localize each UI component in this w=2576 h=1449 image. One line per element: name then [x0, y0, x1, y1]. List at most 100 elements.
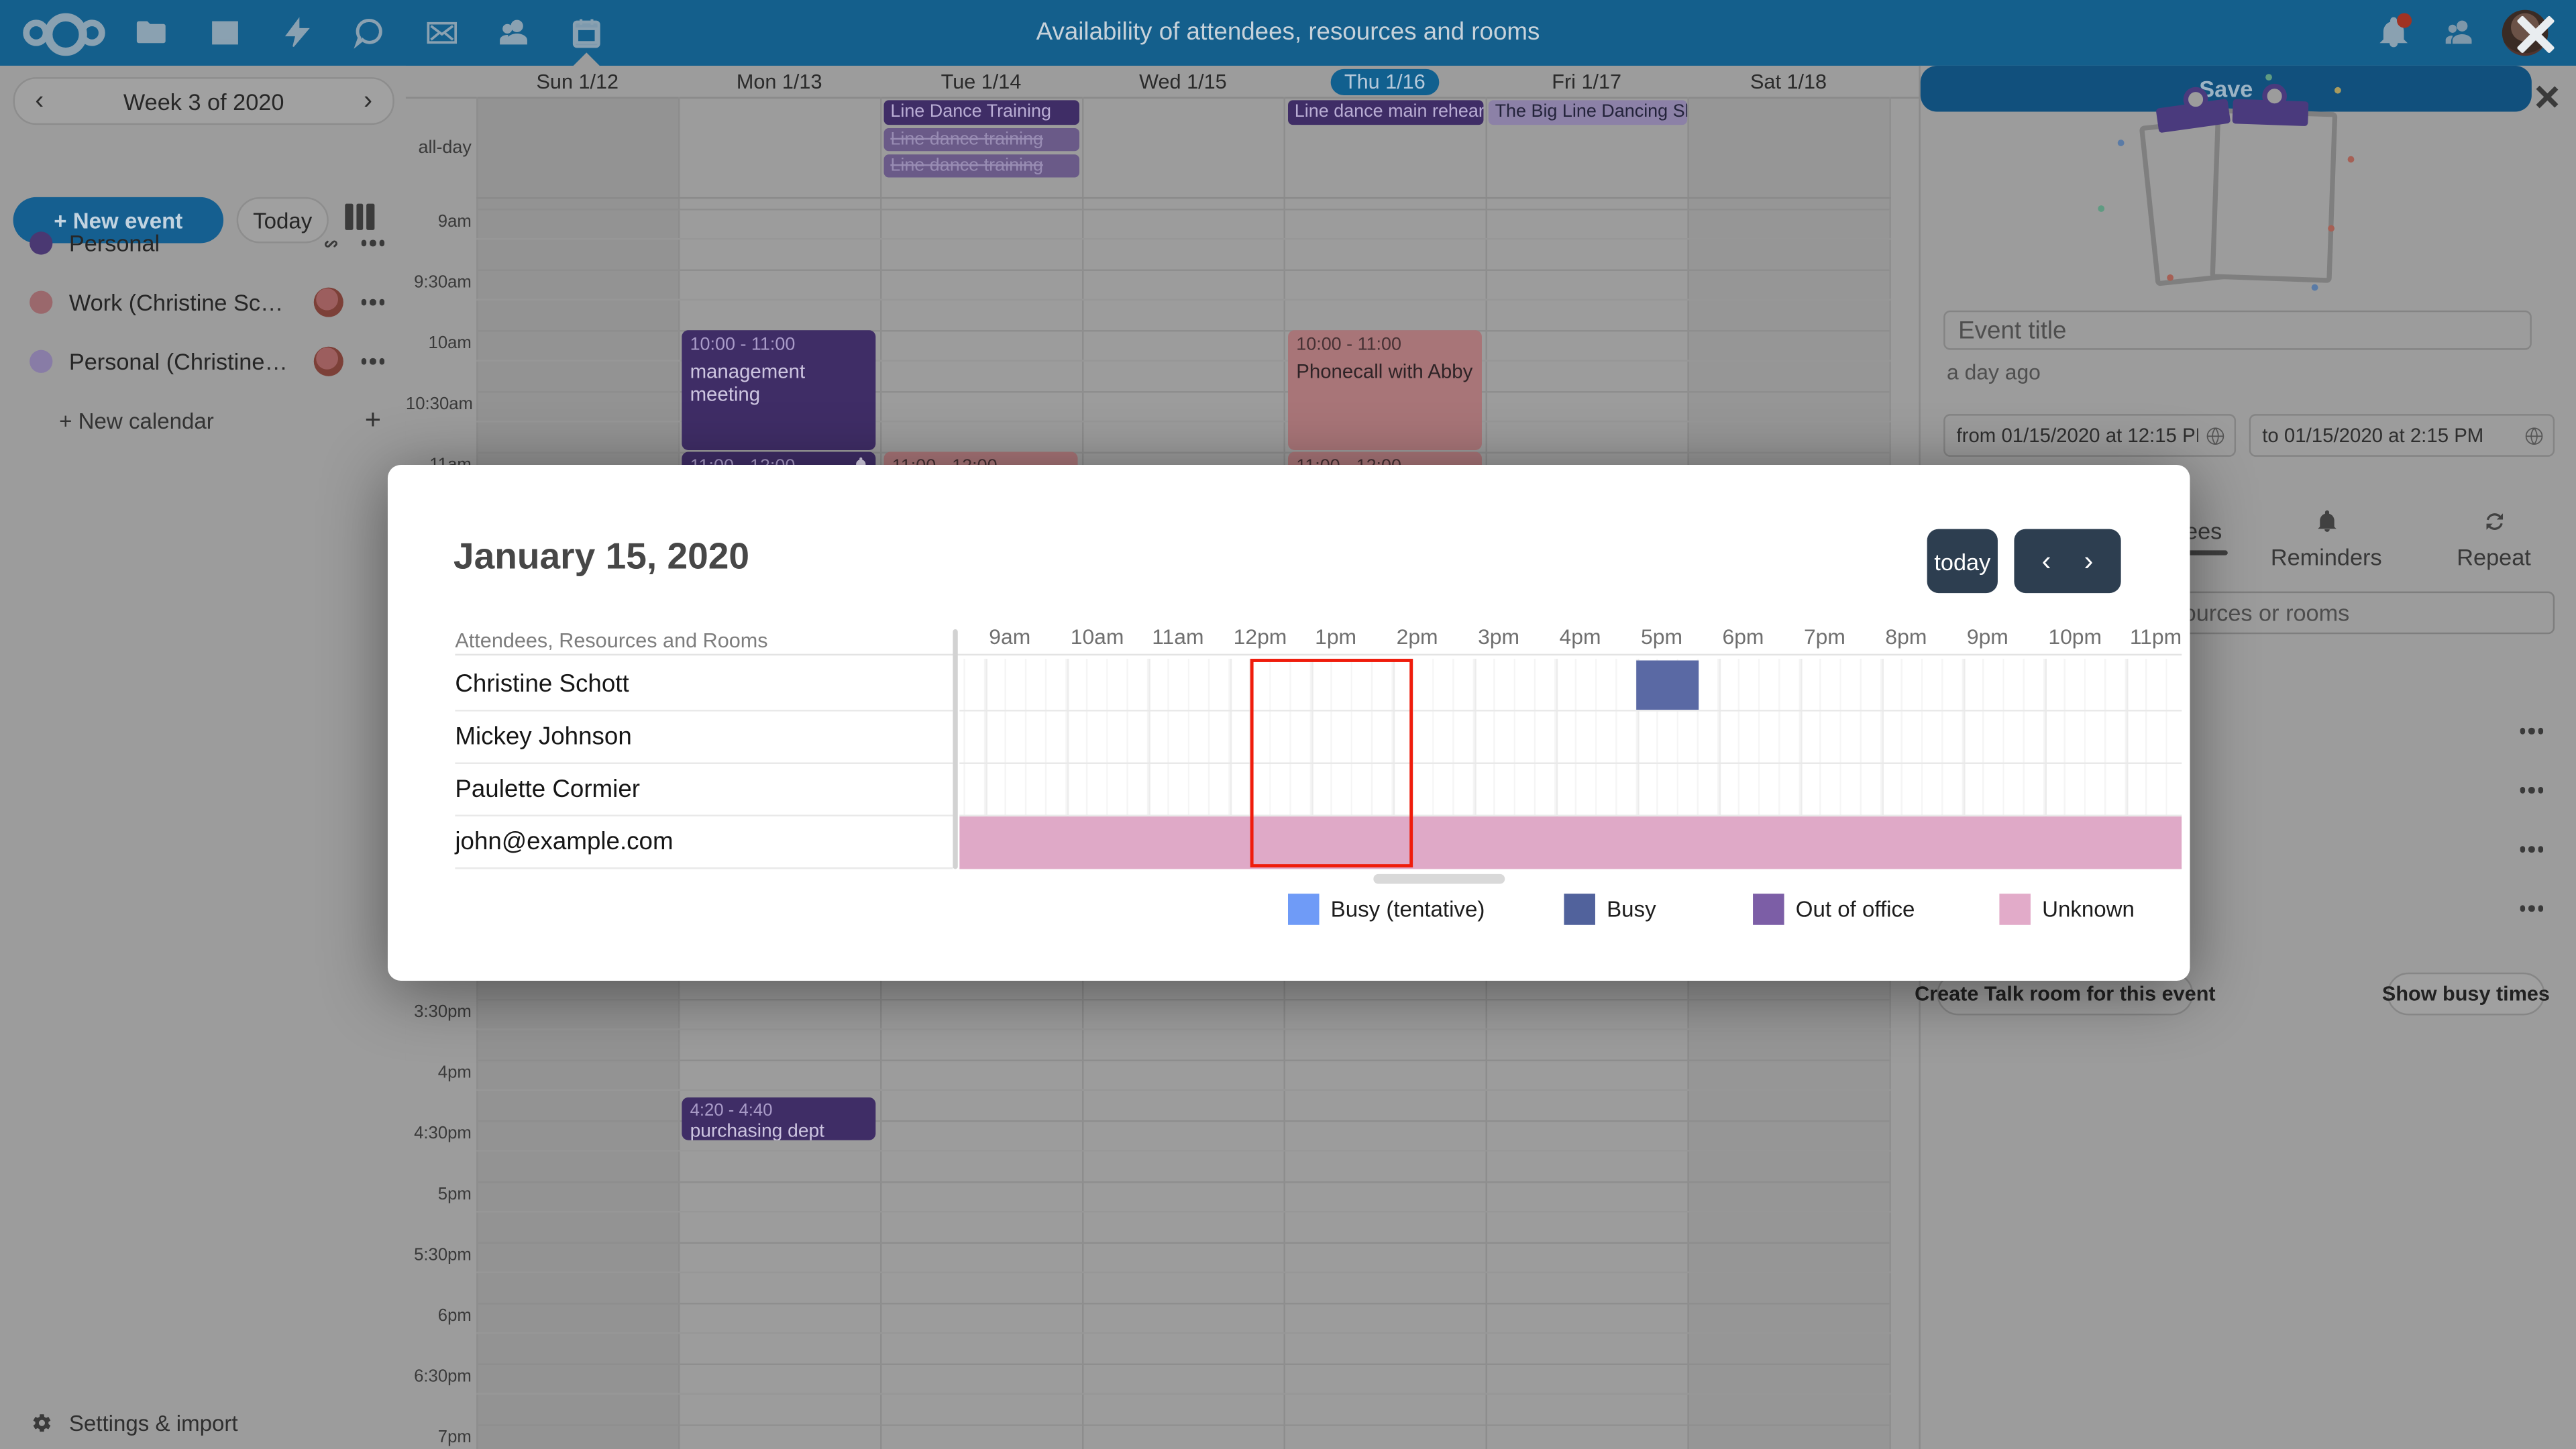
calendar-list-item-personal-christine[interactable]: Personal (Christine Schott): [0, 338, 406, 384]
notification-badge: [2397, 13, 2412, 28]
names-scrollbar[interactable]: [953, 629, 958, 869]
time-gutter-label: 3:30pm: [414, 1002, 472, 1022]
day-header: Wed 1/15: [1139, 70, 1227, 94]
allday-event-declined[interactable]: Line dance training: [883, 128, 1079, 152]
time-gutter-label: 10:30am: [405, 394, 474, 415]
settings-import-button[interactable]: Settings & import: [0, 1397, 406, 1449]
gear-icon: [33, 1413, 51, 1432]
attendee-menu-button[interactable]: [2512, 899, 2551, 918]
files-icon[interactable]: [131, 13, 171, 53]
grid-horizontal-scrollbar[interactable]: [1373, 873, 1505, 884]
nextcloud-logo-icon[interactable]: [23, 13, 105, 56]
hour-label: 3pm: [1478, 624, 1520, 649]
hour-label: 1pm: [1315, 624, 1357, 649]
event-start-input[interactable]: [1943, 414, 2237, 457]
timezone-globe-icon[interactable]: [2205, 425, 2226, 447]
time-gutter-label: 9:30am: [414, 272, 472, 292]
mail-icon[interactable]: [422, 13, 462, 53]
legend-item: Busy: [1564, 894, 1656, 925]
time-gutter-label: 4pm: [437, 1063, 472, 1083]
contacts-menu-icon[interactable]: [2440, 13, 2479, 53]
share-link-icon[interactable]: [319, 231, 343, 256]
attendee-menu-button[interactable]: [2512, 721, 2551, 741]
modified-timestamp: a day ago: [1947, 360, 2041, 385]
next-week-button[interactable]: ›: [364, 86, 373, 115]
attendee-name: john@example.com: [455, 828, 674, 856]
calendar-menu-button[interactable]: [356, 345, 389, 378]
time-gutter-label: 9am: [437, 211, 472, 232]
hour-label: 5pm: [1641, 624, 1682, 649]
tab-reminders[interactable]: Reminders: [2253, 509, 2400, 570]
event-title-input[interactable]: [1943, 310, 2532, 350]
attendee-name: Christine Schott: [455, 670, 629, 698]
hour-label: 4pm: [1559, 624, 1601, 649]
attendee-name: Mickey Johnson: [455, 722, 632, 751]
modal-previous-day-button[interactable]: ‹: [2041, 544, 2051, 576]
today-button[interactable]: Today: [236, 197, 329, 244]
allday-event[interactable]: Line Dance Training: [883, 100, 1079, 125]
event-management-meeting[interactable]: 10:00 - 11:00 management meeting: [682, 330, 876, 451]
event-end-input[interactable]: [2249, 414, 2555, 457]
contacts-icon[interactable]: [494, 13, 534, 53]
timezone-globe-icon[interactable]: [2524, 425, 2545, 447]
calendar-icon[interactable]: [567, 13, 606, 53]
allday-event[interactable]: The Big Line Dancing Show: [1488, 100, 1688, 125]
hour-label: 2pm: [1396, 624, 1438, 649]
show-busy-times-button[interactable]: Show busy times: [2382, 972, 2550, 1016]
attendees-column-header: Attendees, Resources and Rooms: [455, 629, 768, 653]
legend-swatch: [1564, 894, 1595, 925]
calendar-color-dot: [30, 231, 53, 255]
time-gutter-label: 5:30pm: [414, 1245, 472, 1265]
availability-block-busy: [1636, 660, 1699, 710]
week-view-toggle-icon[interactable]: [345, 203, 378, 233]
hour-label: 11am: [1152, 624, 1204, 649]
attendee-menu-button[interactable]: [2512, 780, 2551, 800]
top-navbar: Availability of attendees, resources and…: [0, 0, 2576, 66]
event-purchasing-dept[interactable]: 4:20 - 4:40 purchasing dept: [682, 1097, 876, 1140]
allday-event[interactable]: Line dance main rehearsal: [1288, 100, 1484, 125]
attendee-menu-button[interactable]: [2512, 839, 2551, 859]
day-header: Mon 1/13: [736, 70, 822, 94]
calendar-list-item-personal[interactable]: Personal: [0, 220, 406, 266]
close-icon[interactable]: [2533, 84, 2559, 110]
calendar-sidebar: ‹ Week 3 of 2020 › + New event Today Per…: [0, 65, 406, 1449]
allday-event-declined[interactable]: Line dance training: [883, 154, 1079, 178]
day-header: Sat 1/18: [1750, 70, 1827, 94]
event-phonecall-with-abby[interactable]: 10:00 - 11:00 Phonecall with Abby: [1288, 330, 1482, 451]
attendee-names-column: Christine Schott Mickey Johnson Paulette C…: [455, 659, 953, 869]
previous-week-button[interactable]: ‹: [35, 86, 44, 115]
clipboard-illustration: [2098, 74, 2364, 291]
selected-timeslot-outline: [1250, 659, 1413, 868]
modal-today-button[interactable]: today: [1927, 529, 1998, 594]
day-header: Fri 1/17: [1552, 70, 1622, 94]
legend-item: Out of office: [1753, 894, 1915, 925]
photos-icon[interactable]: [205, 13, 245, 53]
hour-label: 9am: [989, 624, 1031, 649]
attendee-name: Paulette Cormier: [455, 775, 640, 804]
time-gutter-label: 6:30pm: [414, 1366, 472, 1387]
modal-next-day-button[interactable]: ›: [2084, 544, 2094, 576]
legend-swatch: [1753, 894, 1784, 925]
calendar-color-dot: [30, 290, 53, 314]
availability-grid[interactable]: [959, 659, 2182, 869]
legend-item: Unknown: [1999, 894, 2135, 925]
add-calendar-plus-icon[interactable]: +: [364, 404, 382, 435]
time-gutter-label: 7pm: [437, 1428, 472, 1448]
calendar-color-dot: [30, 350, 53, 373]
talk-icon[interactable]: [350, 13, 390, 53]
calendar-menu-button[interactable]: [356, 286, 389, 319]
hour-label: 9pm: [1966, 624, 2008, 649]
time-gutter-label: 6pm: [437, 1305, 472, 1326]
calendar-menu-button[interactable]: [356, 227, 389, 260]
modal-date-title: January 15, 2020: [453, 535, 750, 577]
new-calendar-item[interactable]: + New calendar +: [0, 398, 406, 444]
week-navigator: ‹ Week 3 of 2020 ›: [13, 77, 394, 125]
activity-icon[interactable]: [278, 13, 317, 53]
notifications-bell-icon[interactable]: [2374, 13, 2414, 53]
create-talk-room-button[interactable]: Create Talk room for this event: [1915, 972, 2216, 1016]
hour-label: 8pm: [1885, 624, 1927, 649]
calendar-list-item-work[interactable]: Work (Christine Schott): [0, 279, 406, 325]
availability-modal: January 15, 2020 today ‹ › Attendees, Re…: [387, 465, 2190, 981]
tab-repeat[interactable]: Repeat: [2420, 509, 2567, 570]
time-gutter-label: 10am: [428, 333, 472, 354]
